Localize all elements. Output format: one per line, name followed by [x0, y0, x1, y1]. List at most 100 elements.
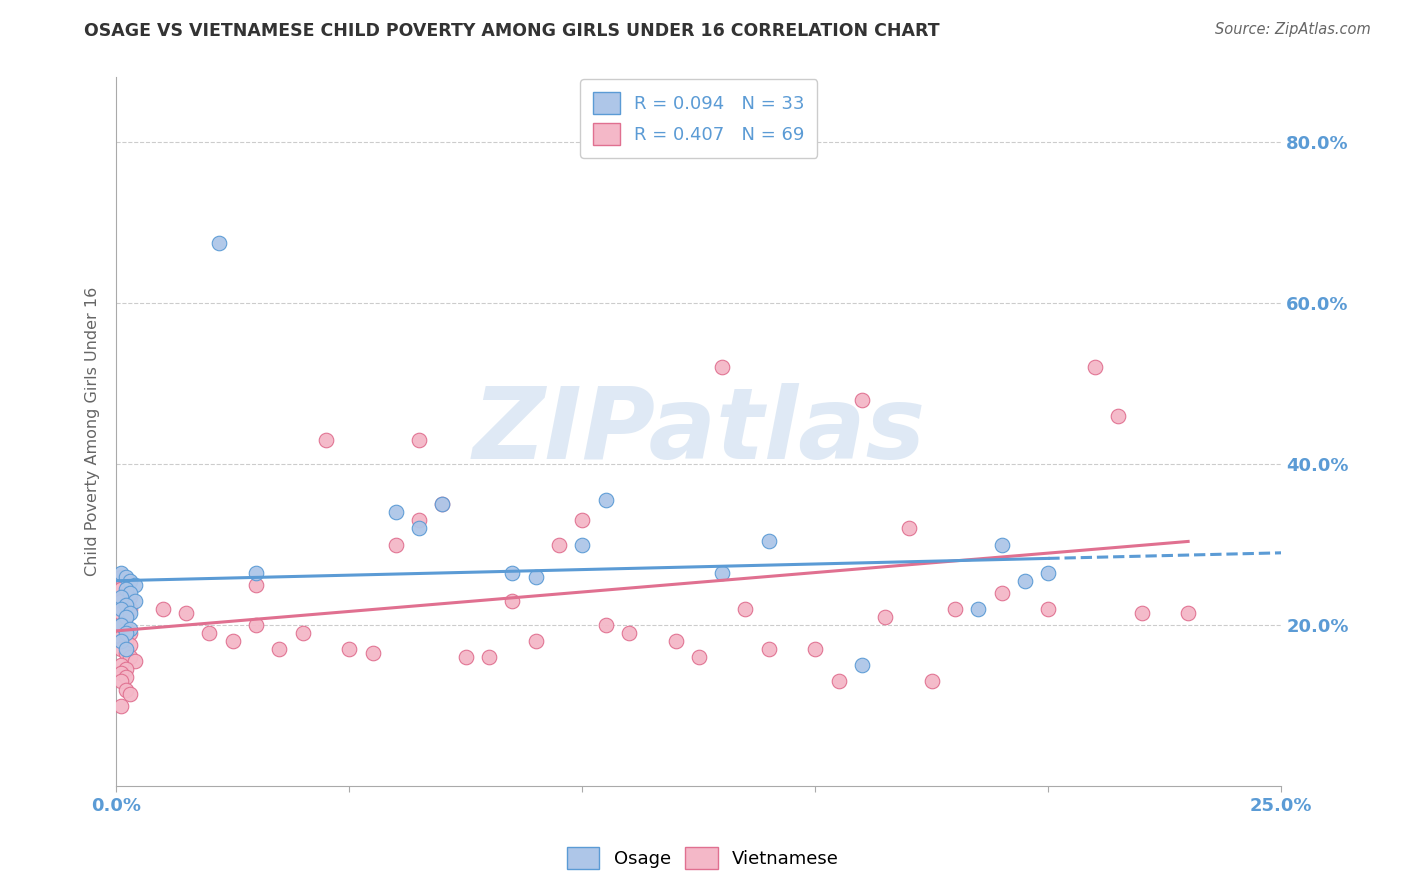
- Point: [110, 698, 132, 713]
- Point: [501, 566, 523, 580]
- Point: [758, 533, 780, 548]
- Point: [524, 570, 547, 584]
- Point: [208, 235, 231, 250]
- Point: [110, 674, 132, 689]
- Point: [875, 610, 897, 624]
- Point: [711, 566, 734, 580]
- Legend: Osage, Vietnamese: Osage, Vietnamese: [558, 838, 848, 879]
- Point: [1107, 409, 1129, 423]
- Point: [990, 586, 1012, 600]
- Point: [385, 537, 408, 551]
- Point: [114, 642, 136, 657]
- Point: [124, 594, 146, 608]
- Point: [114, 622, 136, 636]
- Point: [478, 650, 501, 665]
- Point: [120, 650, 142, 665]
- Point: [664, 634, 686, 648]
- Point: [114, 610, 136, 624]
- Point: [114, 586, 136, 600]
- Point: [114, 574, 136, 588]
- Point: [617, 626, 640, 640]
- Point: [1130, 606, 1153, 620]
- Point: [571, 537, 593, 551]
- Point: [120, 638, 142, 652]
- Point: [804, 642, 827, 657]
- Point: [110, 582, 132, 596]
- Point: [595, 493, 617, 508]
- Legend: R = 0.094   N = 33, R = 0.407   N = 69: R = 0.094 N = 33, R = 0.407 N = 69: [581, 79, 817, 158]
- Point: [124, 654, 146, 668]
- Point: [110, 594, 132, 608]
- Point: [501, 594, 523, 608]
- Point: [851, 392, 873, 407]
- Point: [120, 686, 142, 700]
- Point: [124, 578, 146, 592]
- Point: [432, 497, 454, 511]
- Point: [1038, 602, 1060, 616]
- Point: [337, 642, 360, 657]
- Y-axis label: Child Poverty Among Girls Under 16: Child Poverty Among Girls Under 16: [86, 287, 100, 576]
- Point: [110, 666, 132, 681]
- Point: [269, 642, 291, 657]
- Point: [110, 570, 132, 584]
- Point: [315, 433, 337, 447]
- Point: [245, 578, 267, 592]
- Point: [1084, 360, 1107, 375]
- Point: [548, 537, 571, 551]
- Point: [711, 360, 734, 375]
- Point: [110, 634, 132, 648]
- Text: ZIPatlas: ZIPatlas: [472, 384, 925, 480]
- Point: [120, 602, 142, 616]
- Point: [897, 521, 920, 535]
- Point: [432, 497, 454, 511]
- Point: [198, 626, 221, 640]
- Point: [967, 602, 990, 616]
- Point: [114, 610, 136, 624]
- Point: [408, 521, 430, 535]
- Point: [110, 618, 132, 632]
- Point: [110, 630, 132, 644]
- Point: [120, 590, 142, 604]
- Point: [110, 618, 132, 632]
- Point: [110, 590, 132, 604]
- Point: [758, 642, 780, 657]
- Text: OSAGE VS VIETNAMESE CHILD POVERTY AMONG GIRLS UNDER 16 CORRELATION CHART: OSAGE VS VIETNAMESE CHILD POVERTY AMONG …: [84, 22, 941, 40]
- Point: [114, 682, 136, 697]
- Point: [110, 566, 132, 580]
- Point: [120, 626, 142, 640]
- Point: [114, 598, 136, 612]
- Point: [120, 622, 142, 636]
- Point: [114, 598, 136, 612]
- Point: [688, 650, 710, 665]
- Point: [110, 606, 132, 620]
- Point: [734, 602, 756, 616]
- Point: [990, 537, 1012, 551]
- Point: [120, 606, 142, 620]
- Point: [1177, 606, 1199, 620]
- Point: [120, 586, 142, 600]
- Point: [827, 674, 849, 689]
- Point: [385, 505, 408, 519]
- Point: [291, 626, 314, 640]
- Point: [1014, 574, 1036, 588]
- Point: [361, 646, 384, 660]
- Point: [921, 674, 943, 689]
- Point: [1038, 566, 1060, 580]
- Point: [114, 646, 136, 660]
- Point: [114, 570, 136, 584]
- Point: [114, 634, 136, 648]
- Point: [571, 513, 593, 527]
- Point: [408, 513, 430, 527]
- Point: [114, 662, 136, 676]
- Point: [454, 650, 477, 665]
- Point: [245, 566, 267, 580]
- Point: [851, 658, 873, 673]
- Point: [174, 606, 197, 620]
- Point: [245, 618, 267, 632]
- Point: [943, 602, 966, 616]
- Point: [408, 433, 430, 447]
- Point: [114, 582, 136, 596]
- Point: [222, 634, 245, 648]
- Point: [114, 670, 136, 684]
- Point: [110, 642, 132, 657]
